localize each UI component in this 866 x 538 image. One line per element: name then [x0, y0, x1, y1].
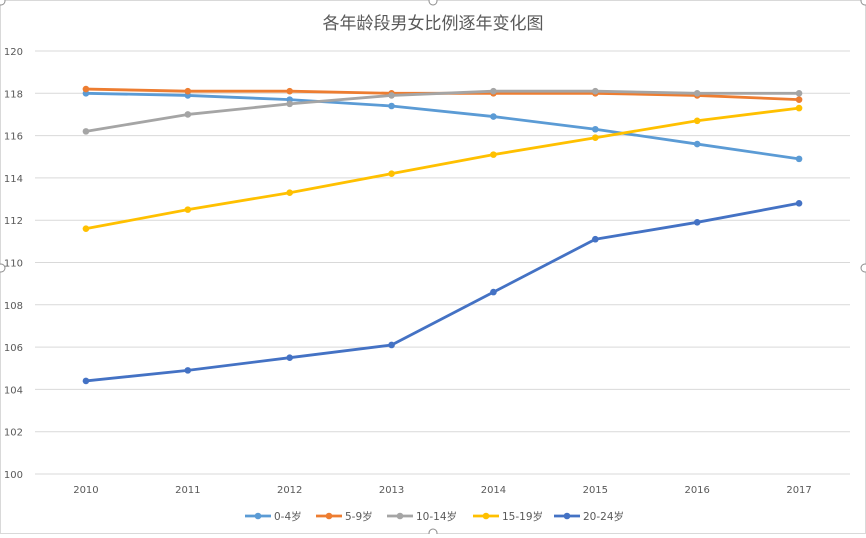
series-line[interactable] — [84, 201, 801, 383]
data-point[interactable] — [388, 102, 395, 110]
data-point[interactable] — [184, 367, 192, 374]
data-point[interactable] — [286, 100, 293, 108]
data-point[interactable] — [592, 235, 599, 243]
data-point[interactable] — [82, 377, 90, 385]
legend-item[interactable]: 0-4岁 — [245, 510, 302, 523]
resize-handle-top-left[interactable] — [0, 0, 6, 6]
legend-item[interactable]: 15-19岁 — [473, 510, 543, 523]
legend-swatch-marker — [325, 512, 333, 520]
data-point[interactable] — [592, 125, 599, 133]
y-tick-label: 106 — [4, 343, 23, 354]
data-point[interactable] — [490, 151, 497, 158]
data-point[interactable] — [795, 155, 803, 163]
data-point[interactable] — [286, 354, 293, 361]
data-point[interactable] — [286, 189, 293, 197]
data-point[interactable] — [388, 170, 395, 177]
resize-handle-bottom[interactable] — [428, 528, 438, 538]
data-point[interactable] — [388, 341, 395, 349]
y-tick-label: 116 — [4, 132, 23, 143]
data-point[interactable] — [490, 87, 497, 95]
data-point[interactable] — [795, 104, 803, 112]
series-line[interactable] — [84, 89, 801, 133]
legend-item[interactable]: 5-9岁 — [316, 510, 373, 523]
y-tick-label: 104 — [4, 385, 23, 396]
y-tick-label: 118 — [4, 89, 23, 100]
y-tick-label: 102 — [4, 428, 23, 439]
series-10-14岁[interactable] — [82, 87, 803, 135]
x-tick-label: 2013 — [379, 485, 404, 496]
x-tick-label: 2017 — [786, 485, 811, 496]
legend-label: 15-19岁 — [502, 510, 543, 523]
data-point[interactable] — [693, 140, 701, 148]
legend-label: 5-9岁 — [345, 510, 373, 523]
legend-label: 10-14岁 — [416, 510, 457, 523]
data-point[interactable] — [795, 96, 803, 103]
y-tick-label: 100 — [4, 470, 23, 481]
legend: 0-4岁 5-9岁 10-14岁 15-19岁 20-24岁 — [245, 510, 624, 523]
legend-item[interactable]: 10-14岁 — [387, 510, 457, 523]
legend-swatch-marker — [482, 512, 490, 520]
data-point[interactable] — [82, 128, 90, 135]
data-point[interactable] — [592, 134, 599, 142]
series-line[interactable] — [84, 106, 801, 231]
x-tick-label: 2015 — [583, 485, 608, 496]
y-tick-label: 110 — [4, 259, 23, 270]
data-point[interactable] — [693, 117, 701, 125]
resize-handle-left[interactable] — [0, 263, 6, 273]
legend-swatch-marker — [396, 512, 404, 520]
y-tick-label: 108 — [4, 301, 23, 312]
data-point[interactable] — [795, 90, 803, 97]
data-point[interactable] — [693, 90, 701, 97]
legend-swatch-marker — [254, 512, 262, 520]
series-15-19岁[interactable] — [82, 104, 803, 232]
data-point[interactable] — [490, 113, 497, 120]
x-axis-ticks: 2010 2011 2012 2013 2014 2015 2016 2017 — [73, 485, 812, 496]
data-point[interactable] — [286, 87, 293, 95]
legend-label: 20-24岁 — [583, 510, 624, 523]
series-line[interactable] — [84, 91, 801, 161]
legend-item[interactable]: 20-24岁 — [554, 510, 624, 523]
resize-handle-right[interactable] — [860, 263, 866, 273]
data-point[interactable] — [490, 288, 497, 296]
resize-handle-top-right[interactable] — [860, 0, 866, 6]
data-point[interactable] — [184, 206, 192, 213]
x-tick-label: 2010 — [73, 485, 98, 496]
y-tick-label: 112 — [4, 216, 23, 227]
series-lines — [82, 85, 803, 385]
data-point[interactable] — [693, 219, 701, 226]
y-tick-label: 114 — [4, 174, 23, 185]
legend-swatch-marker — [563, 512, 571, 520]
x-tick-label: 2016 — [684, 485, 709, 496]
data-point[interactable] — [184, 111, 192, 118]
resize-handle-top[interactable] — [428, 0, 438, 6]
chart-title: 各年龄段男女比例逐年变化图 — [323, 14, 544, 34]
data-point[interactable] — [82, 85, 90, 93]
y-tick-label: 120 — [4, 47, 23, 58]
data-point[interactable] — [592, 87, 599, 95]
x-tick-label: 2014 — [481, 485, 506, 496]
data-point[interactable] — [795, 199, 803, 207]
x-tick-label: 2011 — [175, 485, 200, 496]
data-point[interactable] — [82, 225, 90, 232]
y-axis-ticks: 100 102 104 106 108 110 112 114 116 118 120 — [4, 47, 23, 481]
data-point[interactable] — [184, 87, 192, 95]
data-point[interactable] — [388, 92, 395, 99]
legend-label: 0-4岁 — [274, 510, 302, 523]
series-20-24岁[interactable] — [82, 199, 803, 385]
x-tick-label: 2012 — [277, 485, 302, 496]
